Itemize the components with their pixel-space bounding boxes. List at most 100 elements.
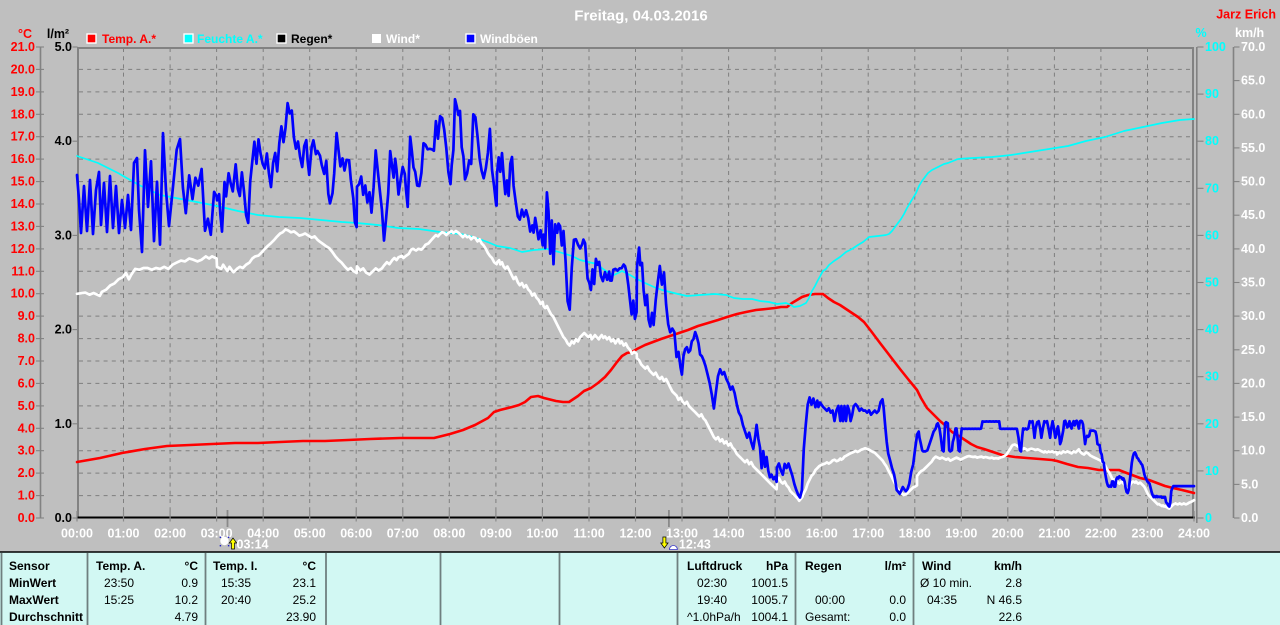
svg-text:km/h: km/h xyxy=(1235,26,1264,40)
svg-text:15:00: 15:00 xyxy=(759,527,791,541)
svg-text:20: 20 xyxy=(1205,417,1219,431)
svg-text:Wind*: Wind* xyxy=(386,32,420,46)
svg-text:2.0: 2.0 xyxy=(55,323,72,337)
svg-text:40.0: 40.0 xyxy=(1241,242,1265,256)
svg-text:1005.7: 1005.7 xyxy=(751,593,788,607)
svg-text:04:35: 04:35 xyxy=(927,593,957,607)
svg-text:04:00: 04:00 xyxy=(247,527,279,541)
svg-text:23:00: 23:00 xyxy=(1132,527,1164,541)
svg-text:l/m²: l/m² xyxy=(885,559,906,573)
svg-text:23:50: 23:50 xyxy=(104,576,134,590)
svg-text:80: 80 xyxy=(1205,134,1219,148)
svg-text:°C: °C xyxy=(303,559,317,573)
svg-text:10.2: 10.2 xyxy=(175,593,199,607)
svg-text:2.8: 2.8 xyxy=(1005,576,1022,590)
svg-text:10.0: 10.0 xyxy=(11,287,35,301)
svg-text:03:14: 03:14 xyxy=(237,538,269,552)
svg-text:10.0: 10.0 xyxy=(1241,444,1265,458)
svg-text:Feuchte A.*: Feuchte A.* xyxy=(197,32,263,46)
svg-text:hPa: hPa xyxy=(766,559,788,573)
svg-text:11.0: 11.0 xyxy=(11,264,35,278)
svg-text:70: 70 xyxy=(1205,181,1219,195)
svg-text:35.0: 35.0 xyxy=(1241,276,1265,290)
svg-text:20.0: 20.0 xyxy=(11,62,35,76)
svg-text:1.0: 1.0 xyxy=(55,417,72,431)
svg-text:15:35: 15:35 xyxy=(221,576,251,590)
svg-text:12:00: 12:00 xyxy=(620,527,652,541)
svg-text:60: 60 xyxy=(1205,228,1219,242)
svg-text:km/h: km/h xyxy=(994,559,1022,573)
svg-text:6.0: 6.0 xyxy=(18,376,35,390)
svg-text:4.79: 4.79 xyxy=(175,610,199,624)
svg-text:55.0: 55.0 xyxy=(1241,141,1265,155)
svg-text:06:00: 06:00 xyxy=(340,527,372,541)
svg-text:0: 0 xyxy=(1205,511,1212,525)
svg-text:30: 30 xyxy=(1205,370,1219,384)
svg-text:MaxWert: MaxWert xyxy=(9,593,59,607)
svg-text:05:00: 05:00 xyxy=(294,527,326,541)
svg-text:20:00: 20:00 xyxy=(992,527,1024,541)
svg-text:Temp. I.: Temp. I. xyxy=(213,559,257,573)
svg-text:Sensor: Sensor xyxy=(9,559,50,573)
svg-text:2.0: 2.0 xyxy=(18,466,35,480)
svg-text:Regen: Regen xyxy=(805,559,842,573)
svg-text:23.1: 23.1 xyxy=(293,576,317,590)
svg-text:14:00: 14:00 xyxy=(713,527,745,541)
svg-text:13:00: 13:00 xyxy=(666,527,698,541)
svg-text:22:00: 22:00 xyxy=(1085,527,1117,541)
svg-text:70.0: 70.0 xyxy=(1241,40,1265,54)
svg-text:7.0: 7.0 xyxy=(18,354,35,368)
svg-text:16.0: 16.0 xyxy=(11,152,35,166)
svg-text:1001.5: 1001.5 xyxy=(751,576,788,590)
svg-text:11:00: 11:00 xyxy=(573,527,604,541)
svg-text:1004.1: 1004.1 xyxy=(751,610,788,624)
svg-text:0.0: 0.0 xyxy=(55,511,72,525)
svg-text:13.0: 13.0 xyxy=(11,219,35,233)
svg-text:30.0: 30.0 xyxy=(1241,309,1265,323)
svg-text:50: 50 xyxy=(1205,276,1219,290)
svg-text:22.6: 22.6 xyxy=(999,610,1023,624)
svg-text:4.0: 4.0 xyxy=(18,421,35,435)
svg-text:20:40: 20:40 xyxy=(221,593,251,607)
svg-text:12.0: 12.0 xyxy=(11,242,35,256)
svg-text:0.0: 0.0 xyxy=(889,593,906,607)
svg-text:1.0: 1.0 xyxy=(18,489,35,503)
svg-text:50.0: 50.0 xyxy=(1241,175,1265,189)
svg-text:5.0: 5.0 xyxy=(55,40,72,54)
svg-text:4.0: 4.0 xyxy=(55,134,72,148)
svg-text:100: 100 xyxy=(1205,40,1226,54)
svg-text:00:00: 00:00 xyxy=(815,593,845,607)
svg-text:3.0: 3.0 xyxy=(18,444,35,458)
svg-text:Freitag, 04.03.2016: Freitag, 04.03.2016 xyxy=(574,8,707,25)
svg-text:23.90: 23.90 xyxy=(286,610,316,624)
svg-text:16:00: 16:00 xyxy=(806,527,838,541)
svg-text:15.0: 15.0 xyxy=(11,175,35,189)
svg-text:24:00: 24:00 xyxy=(1178,527,1210,541)
svg-text:Wind: Wind xyxy=(922,559,951,573)
svg-text:Windböen: Windböen xyxy=(480,32,538,46)
svg-text:17:00: 17:00 xyxy=(852,527,884,541)
svg-text:Temp. A.*: Temp. A.* xyxy=(102,32,156,46)
svg-text:18:00: 18:00 xyxy=(899,527,931,541)
svg-text:Jarz Erich: Jarz Erich xyxy=(1216,8,1276,22)
svg-text:07:00: 07:00 xyxy=(387,527,419,541)
svg-text:19.0: 19.0 xyxy=(11,85,35,99)
svg-text:Luftdruck: Luftdruck xyxy=(687,559,743,573)
svg-text:Temp. A.: Temp. A. xyxy=(96,559,145,573)
svg-text:^1.0hPa/h: ^1.0hPa/h xyxy=(687,610,741,624)
svg-text:°C: °C xyxy=(18,27,32,41)
svg-text:60.0: 60.0 xyxy=(1241,107,1265,121)
svg-text:00:00: 00:00 xyxy=(61,527,93,541)
svg-text:Gesamt:: Gesamt: xyxy=(805,610,850,624)
svg-text:Ø 10 min.: Ø 10 min. xyxy=(920,576,972,590)
svg-text:65.0: 65.0 xyxy=(1241,74,1265,88)
svg-text:Regen*: Regen* xyxy=(291,32,333,46)
svg-text:8.0: 8.0 xyxy=(18,332,35,346)
svg-text:10:00: 10:00 xyxy=(526,527,558,541)
svg-text:19:40: 19:40 xyxy=(697,593,727,607)
svg-text:°C: °C xyxy=(185,559,199,573)
svg-text:17.0: 17.0 xyxy=(11,130,35,144)
svg-text:09:00: 09:00 xyxy=(480,527,512,541)
svg-text:21.0: 21.0 xyxy=(11,40,35,54)
svg-text:20.0: 20.0 xyxy=(1241,376,1265,390)
